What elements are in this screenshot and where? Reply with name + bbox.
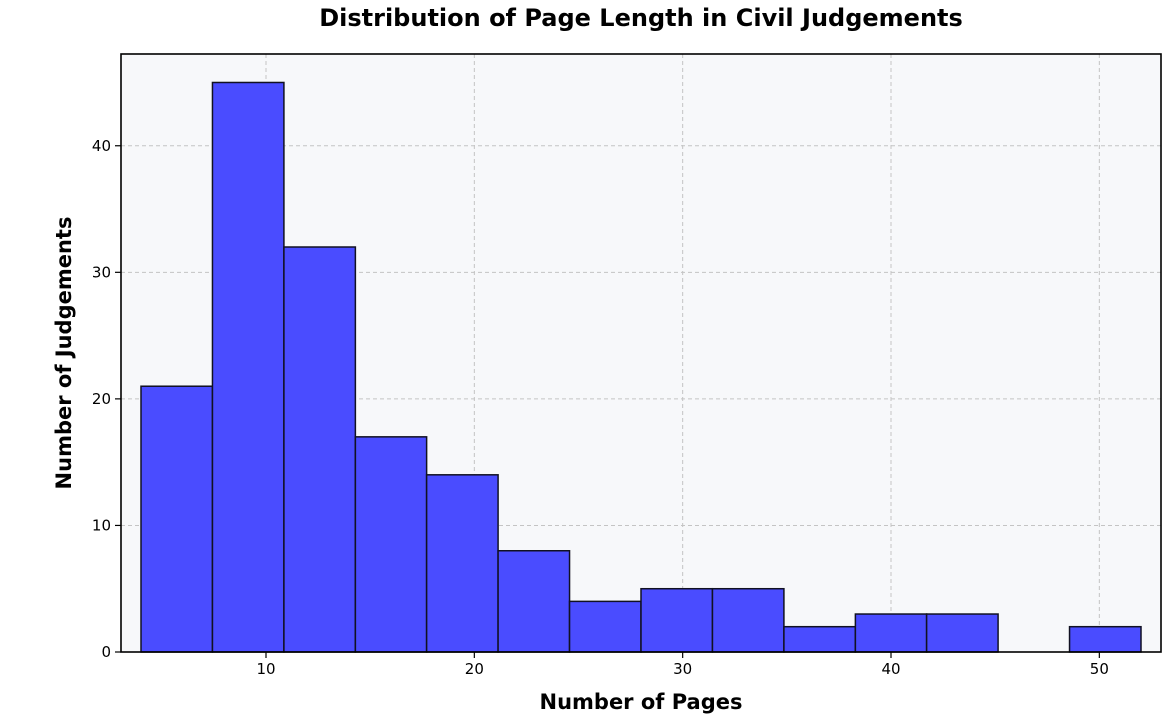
plot-frame [120, 53, 1162, 653]
histogram-bar [211, 81, 285, 653]
histogram-bar [497, 550, 571, 653]
chart-title: Distribution of Page Length in Civil Jud… [319, 4, 963, 32]
y-tick-label: 10 [92, 516, 111, 534]
histogram-bar [854, 613, 928, 653]
histogram-bar [1068, 625, 1142, 653]
histogram-bar [425, 474, 499, 653]
histogram-bar [783, 625, 857, 653]
y-tick-label: 20 [92, 390, 111, 408]
ticks: 10 20 30 40 50 0 10 20 30 40 [92, 137, 1109, 678]
histogram-bar [568, 600, 642, 653]
x-tick-label: 30 [673, 660, 692, 678]
y-tick-label: 30 [92, 263, 111, 281]
histogram-bar [711, 587, 785, 653]
histogram-bar [140, 385, 214, 653]
x-tick-label: 50 [1090, 660, 1109, 678]
x-axis-label: Number of Pages [540, 690, 743, 714]
y-tick-label: 40 [92, 137, 111, 155]
histogram-bar [925, 613, 999, 653]
x-tick-label: 10 [256, 660, 275, 678]
histogram-bar [354, 436, 428, 653]
y-axis-label: Number of Judgements [52, 217, 76, 490]
y-tick-label: 0 [101, 643, 111, 661]
histogram-bar [283, 246, 357, 653]
bars [140, 81, 1142, 653]
histogram-bar [640, 587, 714, 653]
x-tick-label: 40 [881, 660, 900, 678]
x-tick-label: 20 [465, 660, 484, 678]
